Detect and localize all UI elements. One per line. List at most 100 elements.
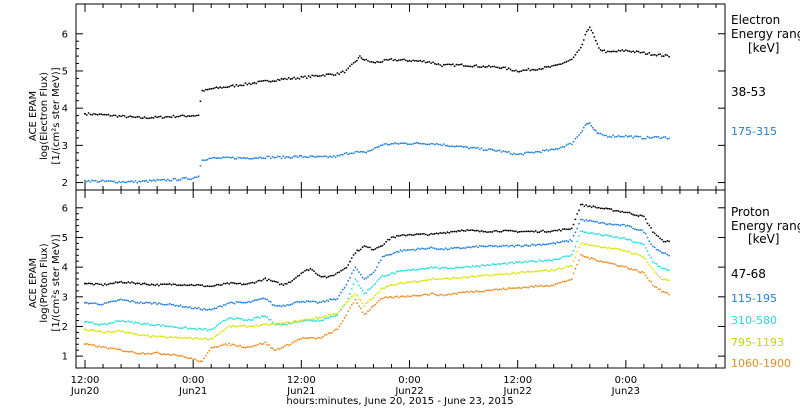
proton-point-47-68 [251, 281, 254, 284]
proton-point-115-195 [659, 250, 661, 253]
electron-point-38-53 [370, 61, 373, 63]
electron-point-38-53 [453, 65, 456, 68]
proton-point-47-68 [626, 211, 629, 214]
electron-point-38-53 [311, 74, 314, 77]
proton-point-115-195 [224, 304, 227, 306]
electron-point-175-315 [606, 136, 609, 139]
proton-point-47-68 [662, 240, 665, 243]
proton-point-795-1193 [289, 322, 292, 324]
proton-point-1060-1900 [533, 286, 535, 289]
proton-point-47-68 [653, 232, 656, 235]
proton-point-115-195 [295, 301, 297, 304]
proton-point-1060-1900 [410, 295, 413, 298]
electron-point-38-53 [190, 115, 193, 117]
proton-point-310-580 [603, 234, 606, 237]
proton-point-47-68 [336, 271, 339, 274]
proton-point-1060-1900 [469, 290, 472, 293]
proton-point-795-1193 [349, 297, 351, 300]
proton-point-310-580 [397, 270, 400, 273]
electron-point-38-53 [372, 61, 375, 64]
proton-point-47-68 [428, 233, 431, 236]
proton-point-795-1193 [661, 278, 663, 281]
electron-point-38-53 [273, 80, 276, 83]
electron-point-38-53 [222, 86, 225, 88]
proton-point-115-195 [408, 249, 411, 251]
proton-point-795-1193 [277, 322, 279, 325]
electron-point-175-315 [383, 143, 386, 146]
electron-point-175-315 [520, 152, 523, 155]
electron-point-175-315 [473, 146, 476, 149]
electron-point-38-53 [131, 115, 133, 118]
proton-point-115-195 [287, 304, 290, 306]
proton-point-795-1193 [154, 335, 157, 338]
proton-point-115-195 [244, 301, 247, 304]
proton-point-47-68 [507, 229, 510, 232]
proton-point-47-68 [361, 246, 364, 249]
proton-point-115-195 [426, 247, 429, 250]
proton-point-47-68 [415, 233, 418, 235]
electron-point-175-315 [120, 181, 122, 184]
proton-point-795-1193 [259, 324, 261, 327]
proton-point-795-1193 [358, 298, 360, 301]
proton-point-47-68 [387, 238, 389, 241]
proton-point-795-1193 [632, 253, 634, 255]
proton-point-795-1193 [655, 272, 658, 275]
proton-point-1060-1900 [260, 343, 263, 345]
electron-point-175-315 [122, 180, 124, 183]
electron-point-175-315 [170, 179, 173, 182]
proton-point-47-68 [462, 229, 465, 232]
electron-legend-title-1: Electron [731, 13, 780, 27]
proton-point-795-1193 [439, 278, 442, 280]
proton-point-115-195 [421, 247, 423, 250]
proton-point-795-1193 [235, 326, 238, 328]
proton-point-1060-1900 [293, 340, 295, 343]
electron-point-38-53 [280, 77, 283, 80]
proton-point-795-1193 [233, 325, 236, 327]
proton-point-795-1193 [273, 323, 276, 326]
proton-point-47-68 [491, 231, 494, 233]
proton-point-47-68 [646, 222, 649, 225]
proton-point-115-195 [361, 276, 364, 279]
proton-point-795-1193 [644, 258, 647, 260]
proton-point-115-195 [253, 299, 256, 302]
proton-point-795-1193 [478, 275, 481, 278]
electron-point-38-53 [140, 117, 142, 119]
proton-point-310-580 [378, 278, 380, 281]
proton-point-47-68 [363, 245, 366, 247]
proton-point-310-580 [179, 327, 182, 329]
electron-point-175-315 [259, 156, 261, 159]
proton-point-795-1193 [435, 278, 438, 281]
proton-point-47-68 [343, 267, 346, 270]
proton-point-1060-1900 [228, 342, 231, 345]
electron-point-175-315 [533, 152, 535, 154]
proton-point-310-580 [513, 262, 515, 265]
proton-point-47-68 [659, 237, 661, 240]
electron-point-175-315 [543, 149, 546, 152]
electron-point-38-53 [188, 115, 191, 118]
electron-point-175-315 [446, 144, 449, 147]
electron-point-38-53 [480, 66, 483, 69]
proton-point-795-1193 [554, 269, 557, 271]
electron-point-38-53 [399, 59, 402, 61]
proton-point-310-580 [318, 320, 321, 323]
proton-point-795-1193 [251, 325, 254, 327]
proton-point-47-68 [307, 269, 310, 272]
proton-point-47-68 [412, 234, 414, 237]
electron-point-175-315 [459, 145, 461, 148]
proton-point-310-580 [572, 249, 575, 252]
proton-point-115-195 [641, 229, 643, 232]
electron-point-175-315 [349, 152, 351, 155]
proton-point-795-1193 [410, 281, 413, 283]
electron-point-175-315 [159, 179, 162, 181]
proton-point-1060-1900 [596, 259, 598, 262]
proton-point-310-580 [242, 319, 245, 322]
proton-point-310-580 [450, 267, 452, 269]
proton-point-795-1193 [581, 242, 584, 244]
electron-point-175-315 [369, 149, 371, 152]
proton-point-795-1193 [352, 294, 355, 297]
electron-point-38-53 [181, 114, 184, 116]
proton-point-795-1193 [313, 318, 315, 320]
proton-point-47-68 [159, 283, 162, 285]
electron-point-175-315 [185, 176, 187, 179]
electron-point-38-53 [486, 65, 488, 68]
